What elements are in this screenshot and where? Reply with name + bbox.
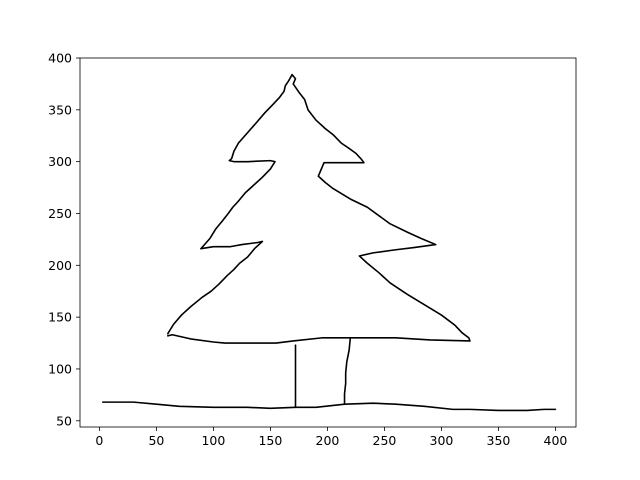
plot-frame	[79, 57, 577, 428]
x-axis: 0 50 100 150 200 250 300 350 400	[95, 427, 567, 448]
x-tick-label: 400	[544, 433, 568, 448]
x-tick-label: 300	[430, 433, 454, 448]
y-tick-label: 150	[48, 310, 72, 325]
x-tick-label: 100	[201, 433, 225, 448]
series-lines	[102, 73, 557, 412]
y-tick-label: 200	[48, 258, 72, 273]
x-tick-label: 350	[487, 433, 511, 448]
series-line-1	[167, 73, 471, 344]
x-tick-label: 50	[148, 433, 164, 448]
series-line-4	[102, 401, 557, 412]
y-tick-label: 250	[48, 206, 72, 221]
x-tick-label: 200	[316, 433, 340, 448]
y-tick-label: 100	[48, 361, 72, 376]
x-tick-label: 0	[95, 433, 103, 448]
x-tick-label: 250	[373, 433, 397, 448]
y-tick-label: 300	[48, 154, 72, 169]
x-tick-label: 150	[258, 433, 282, 448]
y-tick-label: 50	[56, 413, 72, 428]
y-axis: 50 100 150 200 250 300 350 400	[48, 51, 80, 428]
y-tick-label: 400	[48, 51, 72, 66]
series-line-3	[343, 338, 352, 404]
y-tick-label: 350	[48, 102, 72, 117]
